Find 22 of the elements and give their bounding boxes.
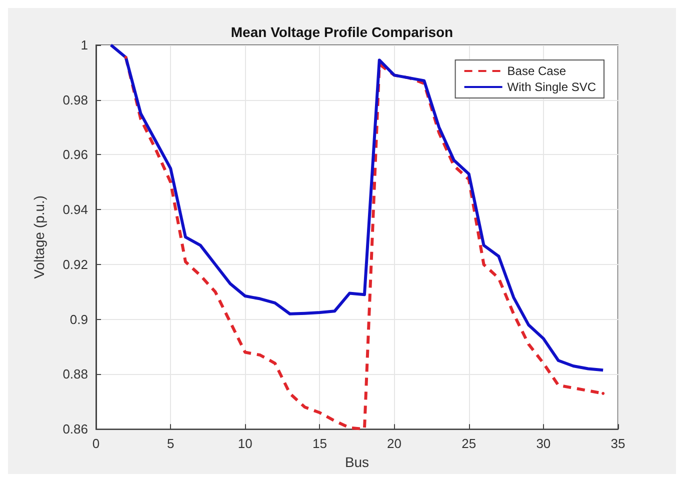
- x-tick-label: 0: [92, 436, 100, 452]
- y-tick-label: 0.86: [62, 422, 88, 437]
- line-series: [109, 44, 605, 372]
- x-tick-label: 15: [312, 436, 327, 452]
- y-tick-label: 0.88: [62, 366, 88, 382]
- y-tick-label: 0.9: [70, 312, 88, 327]
- legend-label: With Single SVC: [507, 80, 596, 94]
- y-tick-label: 1: [80, 38, 88, 52]
- y-tick-label: 0.98: [62, 92, 88, 108]
- x-tick-label: 5: [166, 436, 174, 452]
- y-tick-label: 0.96: [62, 147, 88, 162]
- x-tick-label: 30: [536, 436, 551, 452]
- y-tick-label: 0.94: [62, 202, 88, 218]
- chart-title: Mean Voltage Profile Comparison: [230, 24, 454, 40]
- x-axis-title: Bus: [344, 454, 370, 470]
- legend-label: Base Case: [507, 64, 566, 78]
- y-tick-label: 0.92: [62, 256, 88, 272]
- x-tick-label: 25: [462, 436, 476, 452]
- y-axis-title: Voltage (p.u.): [31, 195, 47, 279]
- x-tick-label: 10: [238, 436, 252, 452]
- x-tick-label: 35: [610, 436, 626, 452]
- x-tick-label: 20: [387, 436, 402, 452]
